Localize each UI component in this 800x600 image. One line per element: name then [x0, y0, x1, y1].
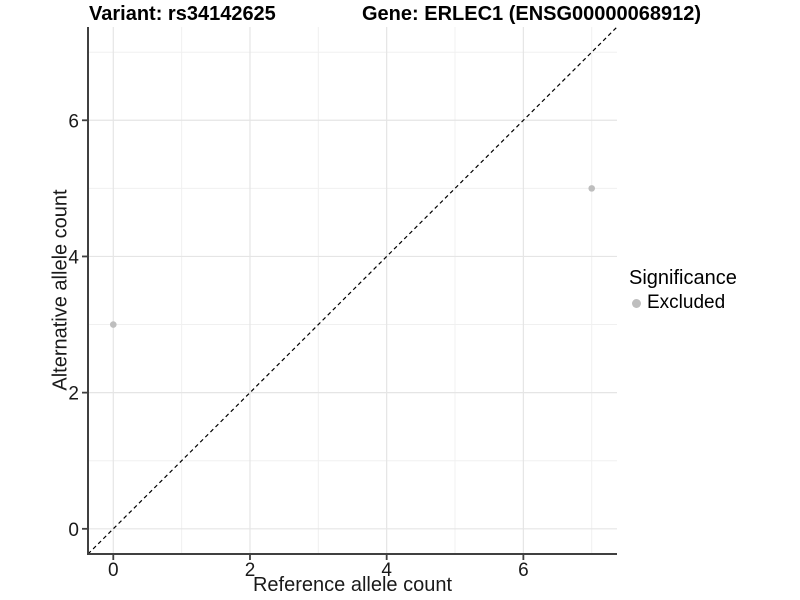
legend-item-excluded: Excluded — [632, 292, 737, 314]
legend: Significance Excluded — [629, 267, 737, 314]
x-tick-label: 2 — [245, 560, 256, 581]
y-tick-label: 6 — [68, 111, 79, 132]
identity-dashed-line — [87, 26, 618, 555]
plot-title-variant: Variant: rs34142625 — [89, 3, 276, 25]
y-tick-label: 4 — [68, 247, 79, 268]
excluded-point-icon — [632, 298, 641, 308]
y-tick-label: 2 — [68, 384, 79, 405]
x-tick-label: 4 — [381, 560, 392, 581]
plot-title-gene: Gene: ERLEC1 (ENSG00000068912) — [362, 3, 702, 25]
data-point — [109, 321, 117, 328]
x-axis-title: Reference allele count — [252, 574, 452, 596]
y-axis-title: Alternative allele count — [49, 189, 72, 391]
y-tick-label: 0 — [68, 520, 79, 541]
x-tick-label: 6 — [518, 560, 529, 581]
x-tick-label: 0 — [108, 560, 119, 581]
legend-item-label: Excluded — [647, 292, 726, 313]
legend-title: Significance — [629, 267, 737, 289]
data-point — [588, 185, 596, 192]
